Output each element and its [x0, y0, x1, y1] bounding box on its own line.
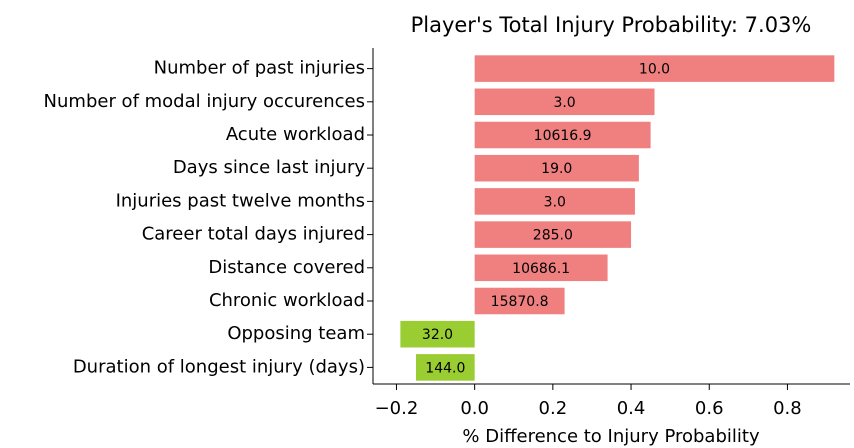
bar — [474, 154, 639, 182]
bar — [400, 320, 475, 348]
bar-label: 3.0 — [553, 95, 575, 111]
x-tick-label: −0.2 — [375, 398, 419, 419]
y-tick-label: Days since last injury — [173, 157, 366, 178]
y-tick-label: Acute workload — [226, 124, 365, 145]
x-tick-label: 0.4 — [617, 398, 646, 419]
bar-label: 32.0 — [422, 327, 453, 343]
chart-title: Player's Total Injury Probability: 7.03% — [411, 13, 812, 37]
x-tick-label: 0.8 — [773, 398, 802, 419]
bar — [416, 354, 475, 381]
bar-label: 19.0 — [541, 161, 572, 177]
bar-label: 144.0 — [425, 360, 465, 376]
x-tick-label: 0.2 — [539, 398, 568, 419]
x-tick-label: 0.0 — [460, 398, 489, 419]
y-tick-label: Duration of longest injury (days) — [73, 356, 365, 377]
y-tick-label: Number of past injuries — [154, 58, 365, 79]
bar-label: 3.0 — [544, 194, 566, 210]
bar-label: 285.0 — [533, 228, 573, 244]
bar — [474, 121, 651, 149]
bar — [474, 254, 608, 282]
y-tick-label: Career total days injured — [142, 224, 365, 245]
y-tick-label: Chronic workload — [209, 290, 365, 311]
bar — [474, 188, 635, 215]
x-axis-label: % Difference to Injury Probability — [462, 426, 760, 447]
bar-label: 10616.9 — [534, 128, 592, 144]
bar-label: 15870.8 — [491, 294, 549, 310]
y-tick-label: Opposing team — [227, 323, 365, 344]
bar — [474, 221, 632, 248]
bar-label: 10.0 — [639, 62, 670, 78]
y-tick-label: Distance covered — [208, 257, 365, 278]
bar — [474, 287, 565, 315]
bar-label: 10686.1 — [512, 261, 570, 277]
bar — [474, 55, 835, 82]
x-tick-label: 0.6 — [695, 398, 724, 419]
y-tick-label: Injuries past twelve months — [116, 190, 365, 211]
y-tick-label: Number of modal injury occurences — [44, 91, 365, 112]
bar — [474, 88, 655, 116]
